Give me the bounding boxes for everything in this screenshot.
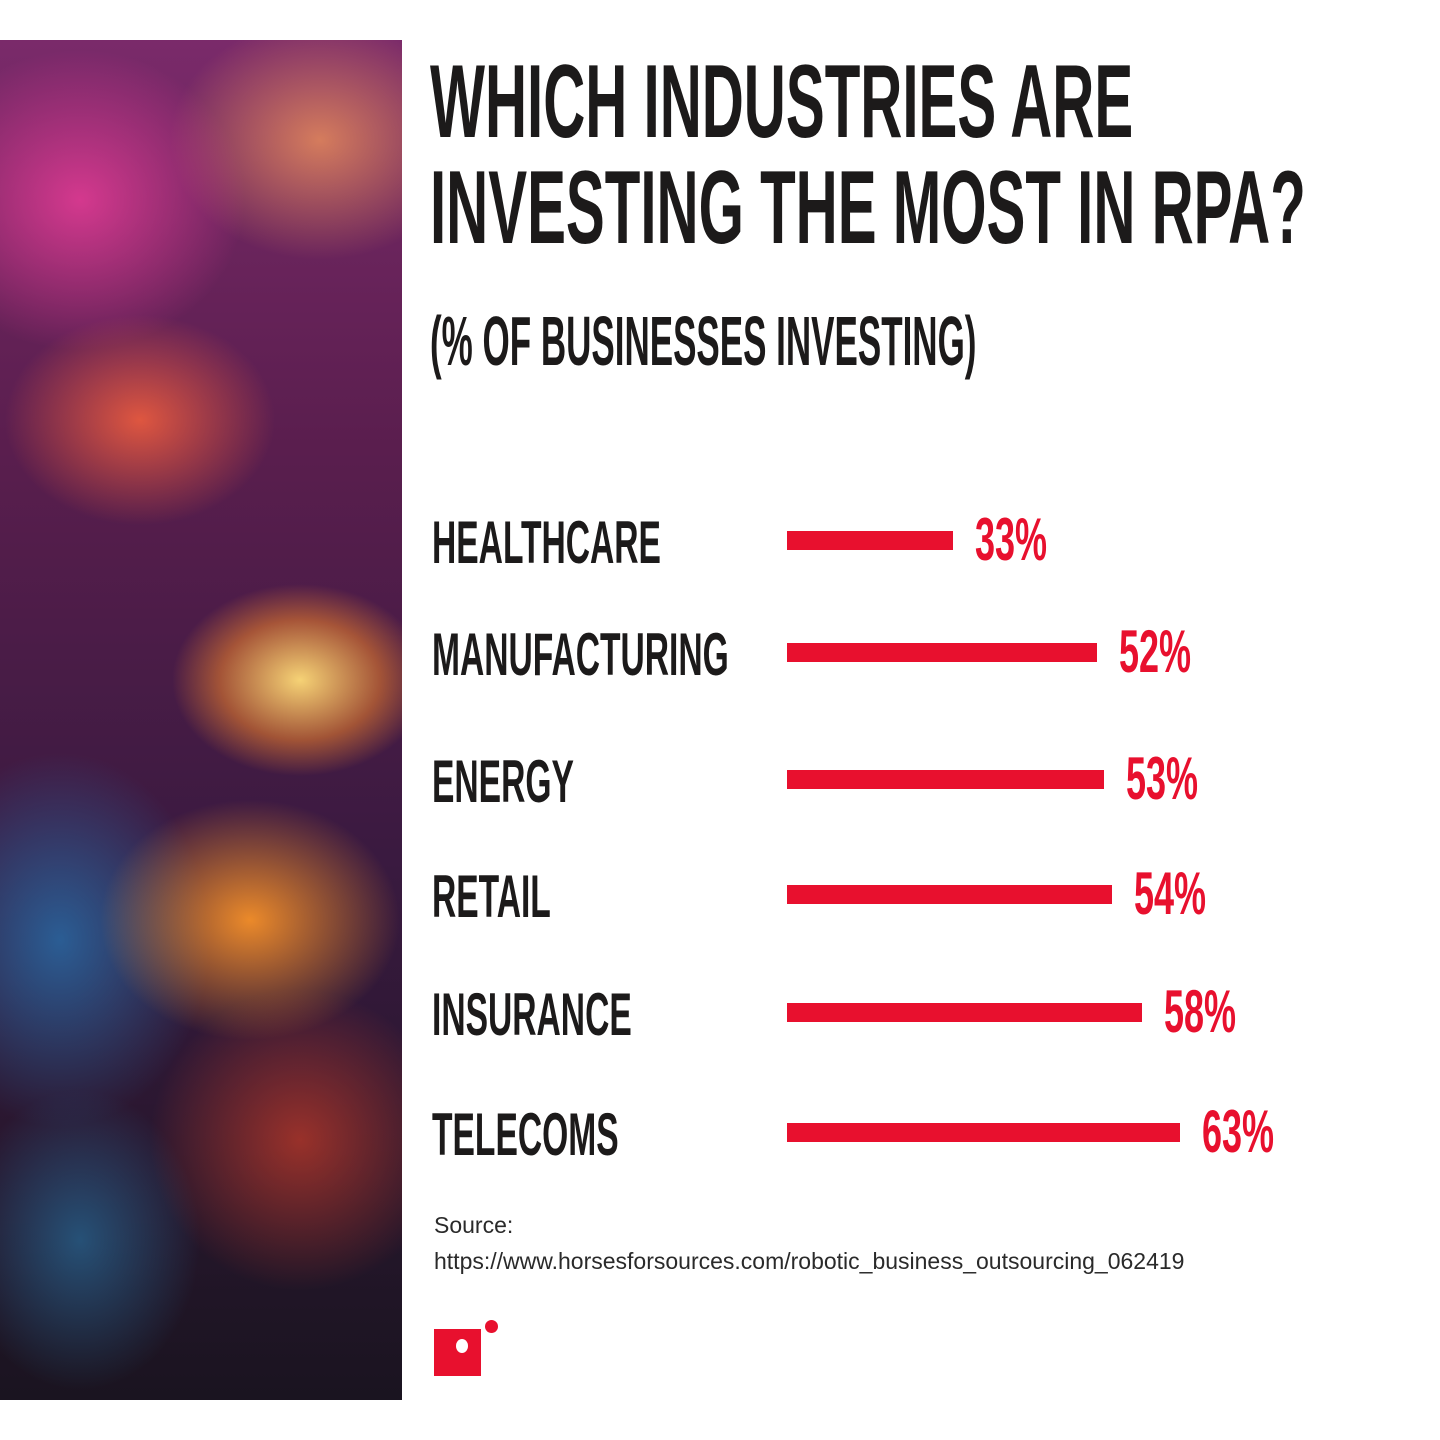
data-label: 53% [1126, 745, 1199, 812]
bar [787, 770, 1105, 789]
title-line-2: INVESTING THE MOST IN RPA? [430, 150, 1306, 266]
category-label: HEALTHCARE [432, 509, 661, 576]
data-label: 52% [1118, 618, 1191, 685]
logo-dot [485, 1320, 498, 1333]
data-label: 63% [1201, 1098, 1274, 1165]
category-label: RETAIL [432, 863, 551, 930]
category-label: INSURANCE [432, 981, 632, 1048]
bar [787, 643, 1097, 662]
category-label: TELECOMS [432, 1101, 619, 1168]
data-label: 33% [975, 506, 1048, 573]
category-label: MANUFACTURING [432, 621, 729, 688]
category-label: ENERGY [432, 748, 574, 815]
data-label: 58% [1163, 978, 1236, 1045]
source-label: Source: [434, 1212, 514, 1238]
hero-image [0, 40, 402, 1400]
logo-square [434, 1329, 481, 1376]
data-label: 54% [1133, 860, 1206, 927]
bar [787, 531, 954, 550]
bar [787, 1003, 1142, 1022]
source-url[interactable]: https://www.horsesforsources.com/robotic… [434, 1248, 1185, 1274]
bar [787, 885, 1112, 904]
bar [787, 1123, 1180, 1142]
logo-hole [456, 1339, 468, 1353]
subtitle: (% OF BUSINESSES INVESTING) [430, 302, 977, 380]
title-line-1: WHICH INDUSTRIES ARE [430, 44, 1134, 160]
